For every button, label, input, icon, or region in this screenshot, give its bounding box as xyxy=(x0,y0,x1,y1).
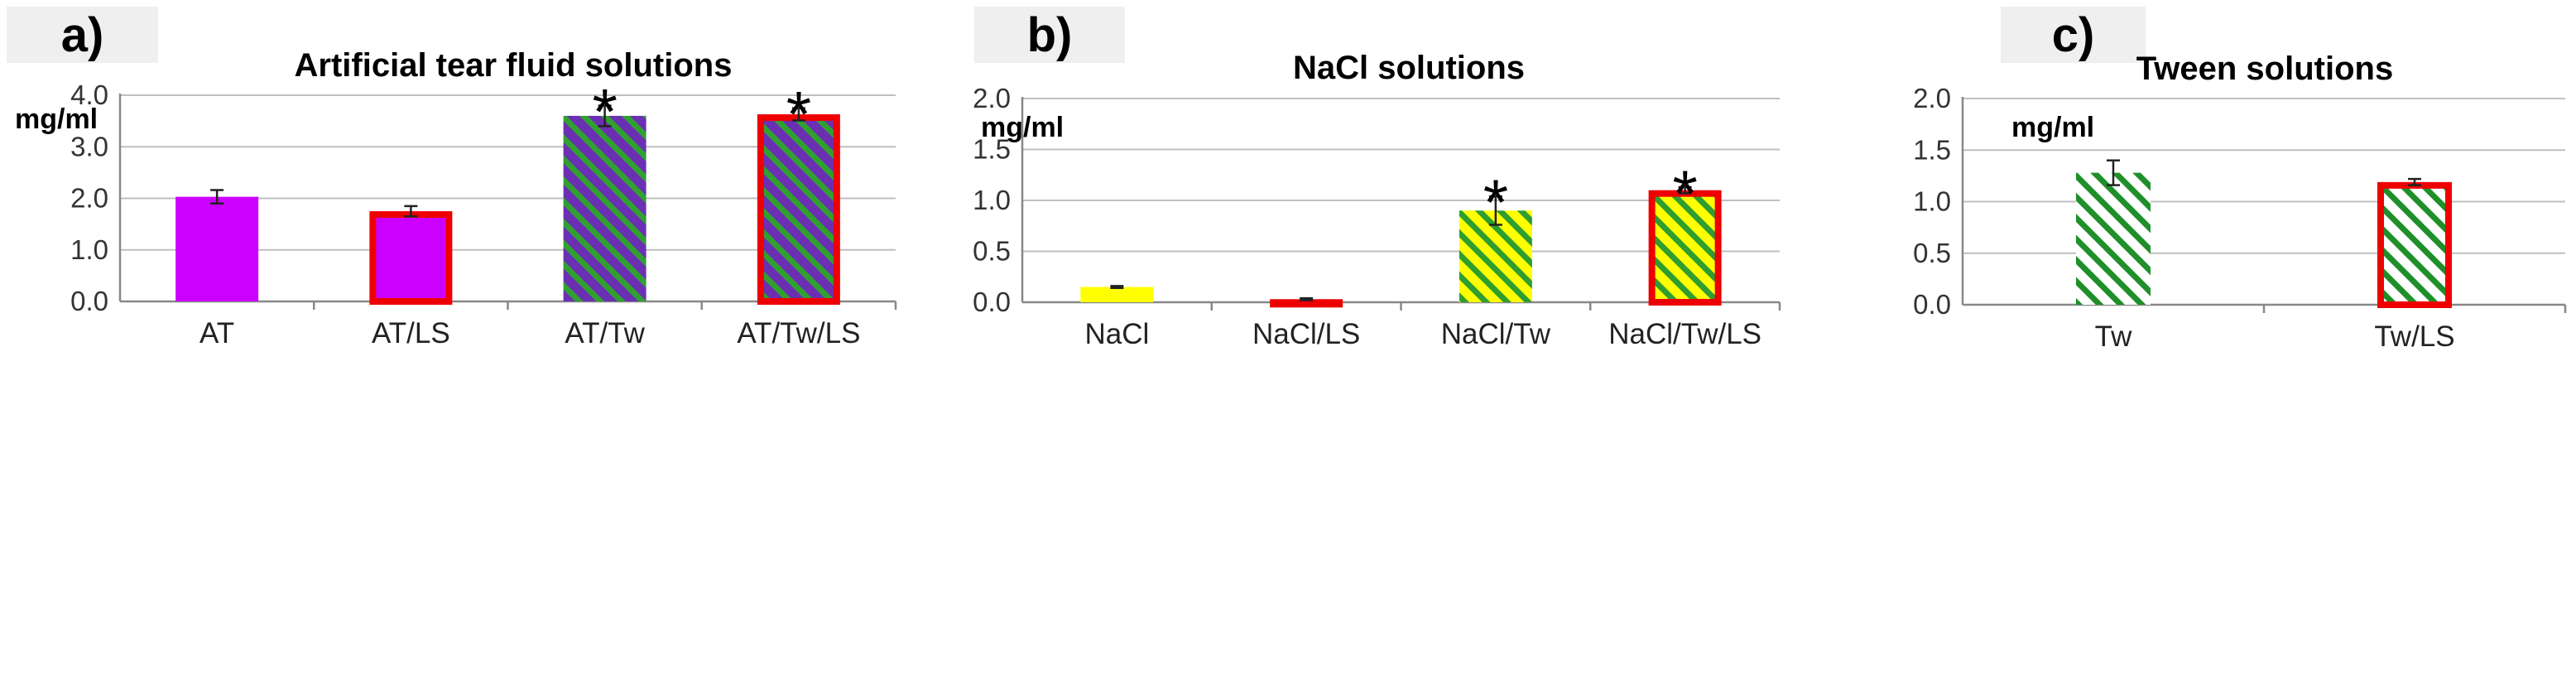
chart-panels: a) Artificial tear fluid solutions mg/ml 0.… xyxy=(7,7,2567,353)
bar xyxy=(369,211,453,305)
panel-label: b) xyxy=(1027,8,1073,62)
chart-panel-1: b)NaCl solutionsmg/ml0.00.51.01.52.0NaCl… xyxy=(973,7,1781,350)
bar xyxy=(1080,287,1154,302)
y-tick-label: 1.5 xyxy=(1913,134,1951,165)
chart-title: Artificial tear fluid solutions xyxy=(295,47,733,84)
y-axis-label: mg/ml xyxy=(2011,112,2094,143)
chart-title: Tween solutions xyxy=(2136,51,2393,87)
chart-panel-2: c) Tween solutions mg/ml 0.0 0.5 1.0 1.5 2.0 Tw T… xyxy=(1913,7,2567,353)
y-tick-label: 0.5 xyxy=(1913,238,1951,268)
y-tick-label: 0.0 xyxy=(70,286,108,316)
y-tick-label: 1.0 xyxy=(1913,186,1951,217)
bar xyxy=(175,196,259,301)
bar xyxy=(563,115,646,301)
bar xyxy=(2076,172,2151,305)
y-axis-label: mg/ml xyxy=(15,104,98,135)
significance-marker: * xyxy=(592,75,617,147)
bar xyxy=(1648,190,1722,306)
x-category-label: AT/Tw/LS xyxy=(737,317,860,349)
y-tick-label: 1.5 xyxy=(973,134,1011,165)
x-category-label: NaCl/LS xyxy=(1252,318,1360,350)
y-tick-label: 4.0 xyxy=(70,79,108,110)
significance-marker: * xyxy=(786,78,811,151)
chart-title: NaCl solutions xyxy=(1293,50,1525,86)
x-category-label: AT/Tw xyxy=(565,317,645,349)
panel-label: a) xyxy=(61,8,104,62)
y-tick-label: 1.0 xyxy=(973,185,1011,215)
bar xyxy=(757,114,840,305)
x-category-label: NaCl/Tw/LS xyxy=(1608,318,1761,350)
significance-marker: * xyxy=(1672,157,1697,229)
y-tick-label: 1.0 xyxy=(70,234,108,265)
x-category-label: AT/LS xyxy=(372,317,450,349)
y-tick-label: 0.0 xyxy=(973,287,1011,317)
y-tick-label: 0.5 xyxy=(973,236,1011,267)
panel-label-box xyxy=(7,7,158,63)
bar xyxy=(1270,299,1343,308)
x-category-label: Tw/LS xyxy=(2374,320,2454,353)
panel-label: c) xyxy=(2052,8,2095,62)
y-tick-label: 2.0 xyxy=(70,183,108,214)
panel-label-box xyxy=(974,7,1125,63)
chart-panel-0: a) Artificial tear fluid solutions mg/ml 0.… xyxy=(7,7,897,349)
panel-label-box xyxy=(2001,7,2146,63)
y-tick-label: 0.0 xyxy=(1913,289,1951,320)
y-tick-label: 3.0 xyxy=(70,131,108,161)
x-category-label: Tw xyxy=(2095,320,2132,353)
y-tick-label: 2.0 xyxy=(973,83,1011,113)
x-category-label: NaCl/Tw xyxy=(1441,318,1551,350)
x-category-label: AT xyxy=(199,317,234,349)
significance-marker: * xyxy=(1483,166,1508,238)
y-tick-label: 2.0 xyxy=(1913,83,1951,113)
bar xyxy=(2377,181,2452,308)
x-category-label: NaCl xyxy=(1084,318,1149,350)
